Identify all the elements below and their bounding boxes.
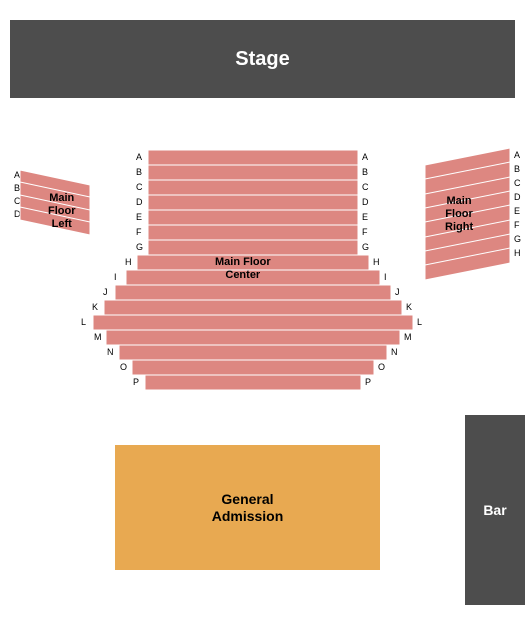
section-label: Main FloorCenter <box>215 256 271 282</box>
section-label: MainFloorRight <box>445 195 473 235</box>
seating-svg <box>0 0 525 617</box>
section-label: MainFloorLeft <box>48 192 76 232</box>
